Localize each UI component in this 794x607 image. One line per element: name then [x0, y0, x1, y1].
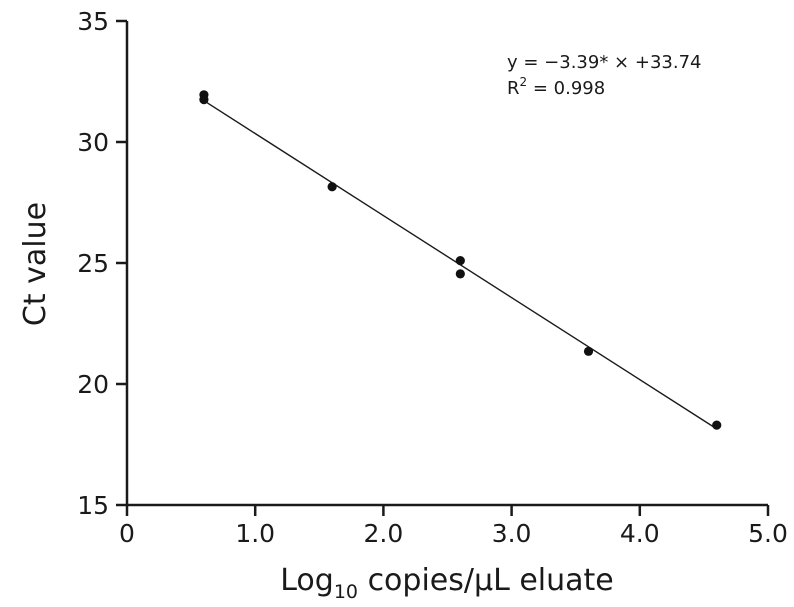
x-tick-label: 3.0	[492, 519, 532, 548]
r-squared-prefix: R	[507, 78, 520, 99]
r-squared-annotation: R2 = 0.998	[507, 75, 605, 99]
y-tick-label: 15	[77, 491, 109, 520]
x-ticks: 0 1.0 2.0 3.0 4.0 5.0	[119, 505, 788, 548]
x-axis-title-rest: copies/µL eluate	[358, 563, 614, 598]
y-axis-title: Ct value	[18, 202, 53, 326]
y-tick-label: 35	[77, 7, 109, 36]
r-squared-value: = 0.998	[527, 78, 605, 99]
x-axis-title-subscript: 10	[334, 581, 358, 603]
y-ticks: 15 20 25 30 35	[77, 7, 127, 520]
equation-annotation: y = −3.39* × +33.74	[507, 52, 701, 73]
x-tick-label: 5.0	[748, 519, 788, 548]
x-tick-label: 0	[119, 519, 135, 548]
data-point	[455, 269, 465, 279]
y-tick-label: 25	[77, 249, 109, 278]
x-tick-label: 1.0	[235, 519, 275, 548]
axes	[125, 21, 768, 507]
data-point	[712, 420, 722, 430]
y-tick-label: 20	[77, 370, 109, 399]
data-points	[199, 90, 722, 430]
x-tick-label: 4.0	[620, 519, 660, 548]
data-point	[583, 346, 594, 356]
data-point	[199, 95, 209, 105]
x-axis-title: Log10 copies/µL eluate	[280, 563, 613, 603]
data-point	[455, 255, 465, 266]
r-squared-superscript: 2	[520, 75, 528, 89]
y-tick-label: 30	[77, 128, 109, 157]
data-point	[327, 182, 337, 192]
x-tick-label: 2.0	[364, 519, 404, 548]
x-axis-title-main: Log	[280, 563, 334, 598]
